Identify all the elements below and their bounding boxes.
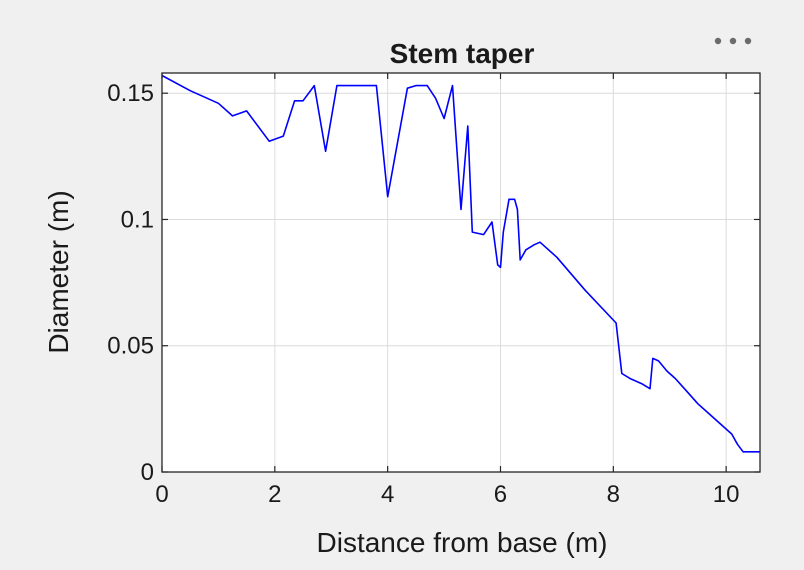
x-tick-labels: 0 2 4 6 8 10 bbox=[155, 481, 739, 508]
axis-ticks bbox=[161, 73, 760, 473]
y-tick-label: 0 bbox=[141, 459, 154, 486]
x-tick-label: 8 bbox=[607, 481, 620, 508]
chart-title: Stem taper bbox=[390, 38, 535, 69]
y-tick-labels: 0 0.05 0.1 0.15 bbox=[107, 80, 154, 486]
x-axis-label: Distance from base (m) bbox=[317, 527, 608, 558]
series-line-diameter bbox=[161, 74, 760, 453]
x-tick-label: 6 bbox=[494, 481, 507, 508]
x-tick-label: 2 bbox=[268, 481, 281, 508]
more-horizontal-icon[interactable] bbox=[708, 30, 758, 52]
grid-lines bbox=[162, 73, 760, 472]
x-tick-label: 4 bbox=[381, 481, 394, 508]
y-tick-label: 0.1 bbox=[121, 206, 154, 233]
x-tick-label: 10 bbox=[713, 481, 740, 508]
y-tick-label: 0.15 bbox=[107, 80, 154, 107]
y-axis-label: Diameter (m) bbox=[43, 190, 74, 353]
plot-frame bbox=[161, 72, 761, 473]
plot-area bbox=[162, 73, 760, 472]
y-tick-label: 0.05 bbox=[107, 333, 154, 360]
series-layer bbox=[161, 74, 760, 453]
x-tick-label: 0 bbox=[155, 481, 168, 508]
